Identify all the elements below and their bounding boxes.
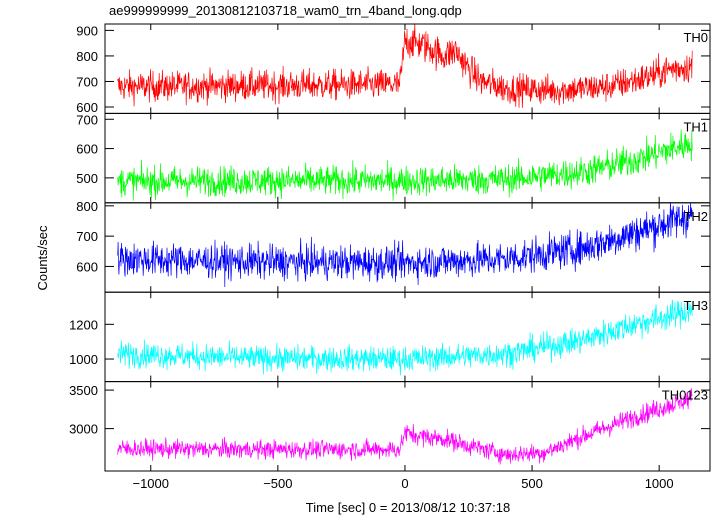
y-tick-label: 700 [76,74,98,89]
panel-label: TH2 [683,209,708,224]
panel-label: TH1 [683,119,708,134]
y-tick-label: 600 [76,259,98,274]
y-axis-label: Counts/sec [35,225,50,291]
panel-th3: 1000 1200 TH3 [69,291,711,383]
y-tick-label: 700 [76,229,98,244]
panel-label: TH3 [683,298,708,313]
x-tick-label: 0 [401,476,408,491]
y-tick-label: 3000 [69,422,98,437]
panel-frame [104,202,711,293]
y-tick-label: 700 [76,112,98,127]
series-th0123 [117,388,693,465]
panel-th1: 500 600 700 TH1 [76,112,711,204]
panel-th2: 600 700 800 TH2 [76,199,711,293]
x-tick-label: 500 [521,476,543,491]
x-tick-label: −500 [263,476,292,491]
series-th0 [117,24,693,108]
y-tick-label: 600 [76,100,98,115]
y-tick-label: 3500 [69,383,98,398]
y-tick-label: 1200 [69,317,98,332]
y-tick-label: 900 [76,23,98,38]
x-tick-label: −1000 [132,476,169,491]
series-th1 [117,129,693,201]
y-tick-label: 1000 [69,352,98,367]
series-th2 [117,202,693,288]
series-th3 [117,299,693,376]
panel-frame [104,381,711,472]
y-tick-label: 500 [76,171,98,186]
y-tick-label: 800 [76,49,98,64]
y-tick-label: 600 [76,142,98,157]
panel-th0123: 3000 3500 TH0123 [69,381,711,472]
x-axis-label: Time [sec] 0 = 2013/08/12 10:37:18 [306,500,510,515]
chart-title: ae999999999_20130812103718_wam0_trn_4ban… [109,3,462,18]
y-tick-label: 800 [76,199,98,214]
x-tick-label: 1000 [645,476,674,491]
panel-label: TH0123 [662,388,708,403]
panel-frame [104,23,711,114]
panel-th0: 600 700 800 900 TH0 [76,23,711,115]
panel-label: TH0 [683,30,708,45]
